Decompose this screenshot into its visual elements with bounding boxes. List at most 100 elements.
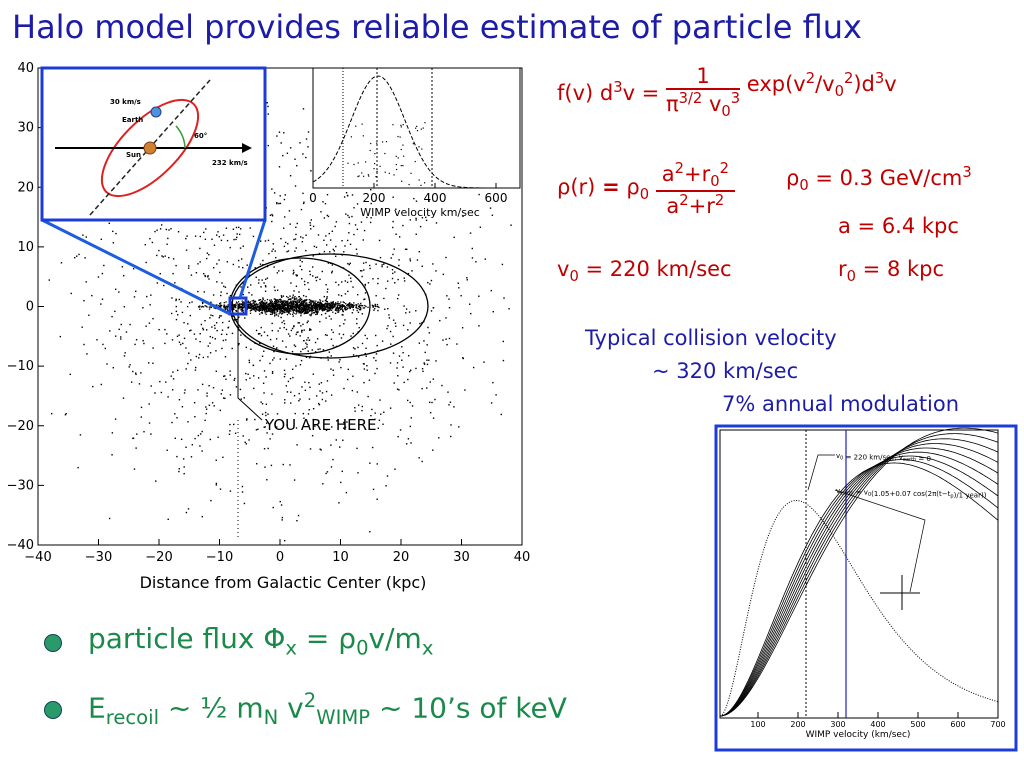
star <box>425 216 427 219</box>
star <box>156 254 158 257</box>
star <box>310 305 313 307</box>
star <box>375 353 378 355</box>
star <box>365 261 367 264</box>
star <box>100 238 103 241</box>
star <box>302 307 304 309</box>
star <box>491 214 494 216</box>
star <box>434 398 436 401</box>
star <box>281 301 284 304</box>
star <box>83 343 85 346</box>
star <box>310 299 312 301</box>
star <box>294 345 297 348</box>
star <box>303 339 305 342</box>
star <box>112 242 115 244</box>
star <box>271 302 273 305</box>
star <box>216 263 218 265</box>
star <box>175 298 177 301</box>
star <box>271 305 273 307</box>
star <box>267 310 269 312</box>
star <box>298 322 301 324</box>
star <box>302 108 305 110</box>
star <box>262 303 265 306</box>
star <box>262 297 264 299</box>
star <box>305 312 307 314</box>
star <box>165 228 168 231</box>
star <box>213 244 216 246</box>
star <box>389 407 392 409</box>
star <box>324 302 327 304</box>
star <box>212 267 215 269</box>
star <box>320 308 322 310</box>
formula-text: a = 6.4 kpc <box>838 214 959 238</box>
star <box>305 156 307 159</box>
star <box>331 305 333 307</box>
star <box>288 307 290 310</box>
star <box>241 485 244 488</box>
star <box>310 302 312 304</box>
star <box>286 304 288 306</box>
star <box>133 468 136 470</box>
star <box>293 290 295 292</box>
star <box>410 417 412 419</box>
star <box>258 308 260 311</box>
star <box>361 270 363 272</box>
formula-text: 2 <box>719 160 729 177</box>
star <box>340 295 343 297</box>
star <box>334 225 336 228</box>
star <box>308 299 311 301</box>
star <box>248 361 251 364</box>
star <box>281 313 283 315</box>
star <box>423 363 426 365</box>
star <box>326 309 328 311</box>
star <box>254 300 257 302</box>
star <box>251 305 253 307</box>
bullet-text: N <box>263 705 279 729</box>
star <box>304 300 306 302</box>
star <box>152 347 154 349</box>
sample-dot <box>401 180 403 182</box>
star <box>299 259 301 261</box>
star <box>245 379 247 381</box>
star <box>364 292 367 294</box>
star <box>199 433 202 435</box>
star <box>265 304 267 306</box>
star <box>148 403 150 405</box>
star <box>271 188 273 190</box>
star <box>308 304 310 306</box>
star <box>429 411 432 414</box>
star <box>211 238 213 240</box>
star <box>426 363 429 366</box>
sample-dot <box>400 124 402 127</box>
star <box>348 216 350 219</box>
star <box>264 466 266 468</box>
sample-dot <box>416 125 418 128</box>
star <box>325 299 327 301</box>
star <box>176 335 179 338</box>
star <box>242 306 244 308</box>
star <box>409 369 412 371</box>
star <box>371 304 374 306</box>
star <box>150 385 152 387</box>
star <box>279 311 281 313</box>
star <box>349 307 351 310</box>
star <box>242 311 245 313</box>
star <box>204 275 207 278</box>
star <box>84 257 86 259</box>
star <box>289 377 292 380</box>
star <box>195 338 197 340</box>
star <box>129 323 131 326</box>
star <box>458 287 460 289</box>
star <box>466 277 468 279</box>
star <box>288 309 290 312</box>
star <box>318 305 320 308</box>
star <box>277 303 280 305</box>
star <box>235 310 237 312</box>
star <box>263 331 266 333</box>
star <box>261 303 263 306</box>
formula-text: r <box>838 257 847 281</box>
star <box>426 344 428 346</box>
star <box>263 305 265 307</box>
star <box>208 253 210 256</box>
star <box>296 305 299 307</box>
star <box>304 311 307 313</box>
